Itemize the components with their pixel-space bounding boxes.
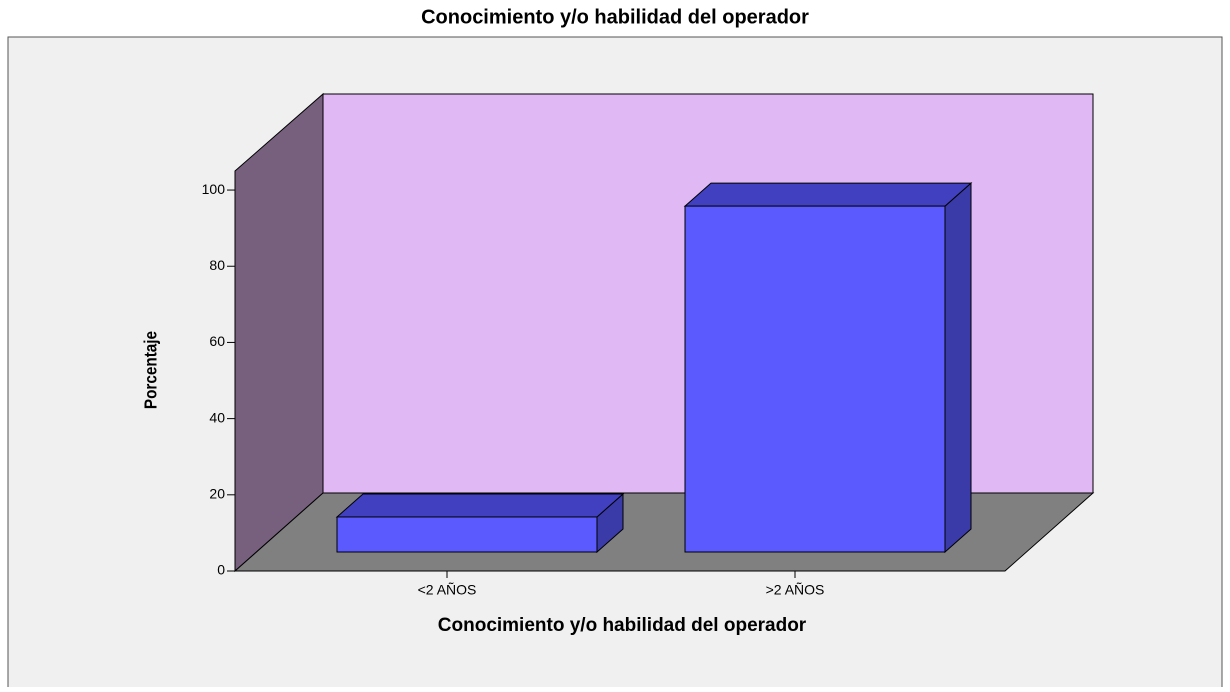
- bar: [684, 205, 946, 553]
- x-tick-label: <2 AÑOS: [418, 582, 477, 598]
- bar-side: [944, 181, 972, 554]
- y-tick-label: 60: [209, 333, 225, 349]
- bar-top: [683, 182, 973, 207]
- left-wall: [234, 92, 324, 573]
- y-tick-label: 40: [209, 409, 225, 425]
- bar-top: [335, 493, 625, 518]
- y-tick-label: 0: [217, 562, 225, 578]
- bar: [336, 516, 598, 553]
- y-tick-label: 100: [202, 181, 226, 197]
- y-tick-label: 80: [209, 257, 225, 273]
- y-axis-label: Porcentaje: [141, 331, 161, 409]
- chart-title: Conocimiento y/o habilidad del operador: [421, 6, 809, 28]
- x-axis-label: Conocimiento y/o habilidad del operador: [438, 615, 807, 636]
- x-tick-label: >2 AÑOS: [766, 582, 825, 598]
- y-tick-label: 20: [209, 486, 225, 502]
